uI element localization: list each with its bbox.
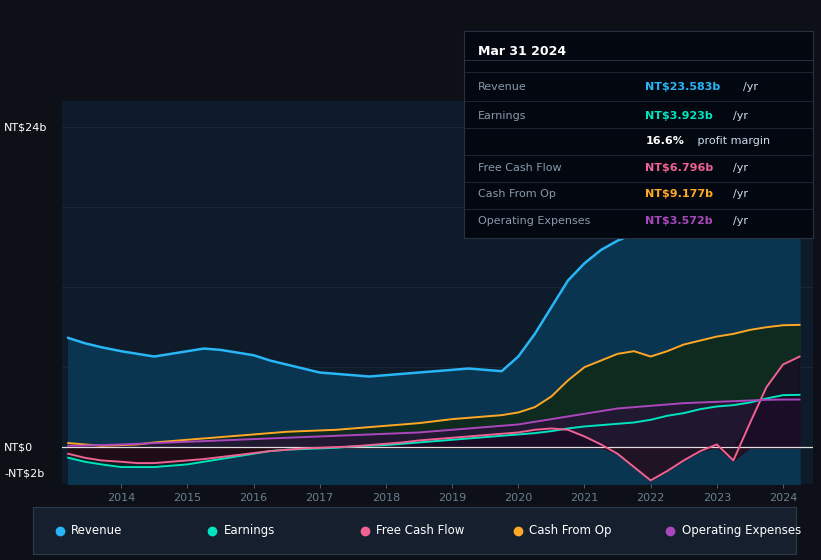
Text: 16.6%: 16.6% — [645, 136, 684, 146]
Text: Earnings: Earnings — [478, 111, 526, 121]
Text: Operating Expenses: Operating Expenses — [478, 216, 590, 226]
Text: /yr: /yr — [743, 82, 758, 92]
Text: Revenue: Revenue — [71, 524, 122, 537]
Text: Mar 31 2024: Mar 31 2024 — [478, 45, 566, 58]
Text: NT$23.583b: NT$23.583b — [645, 82, 721, 92]
Text: NT$9.177b: NT$9.177b — [645, 189, 713, 199]
Text: Operating Expenses: Operating Expenses — [682, 524, 801, 537]
Text: /yr: /yr — [733, 216, 748, 226]
Text: profit margin: profit margin — [695, 136, 770, 146]
Text: NT$6.796b: NT$6.796b — [645, 162, 713, 172]
Text: NT$3.923b: NT$3.923b — [645, 111, 713, 121]
Text: NT$3.572b: NT$3.572b — [645, 216, 713, 226]
Text: NT$0: NT$0 — [4, 442, 33, 452]
Text: /yr: /yr — [733, 111, 748, 121]
Text: Revenue: Revenue — [478, 82, 526, 92]
Text: NT$24b: NT$24b — [4, 123, 48, 132]
Text: Cash From Op: Cash From Op — [478, 189, 556, 199]
Text: /yr: /yr — [733, 162, 748, 172]
Text: /yr: /yr — [733, 189, 748, 199]
Text: Cash From Op: Cash From Op — [530, 524, 612, 537]
Text: Earnings: Earnings — [224, 524, 275, 537]
Text: -NT$2b: -NT$2b — [4, 469, 44, 479]
Text: Free Cash Flow: Free Cash Flow — [377, 524, 465, 537]
Text: Free Cash Flow: Free Cash Flow — [478, 162, 562, 172]
